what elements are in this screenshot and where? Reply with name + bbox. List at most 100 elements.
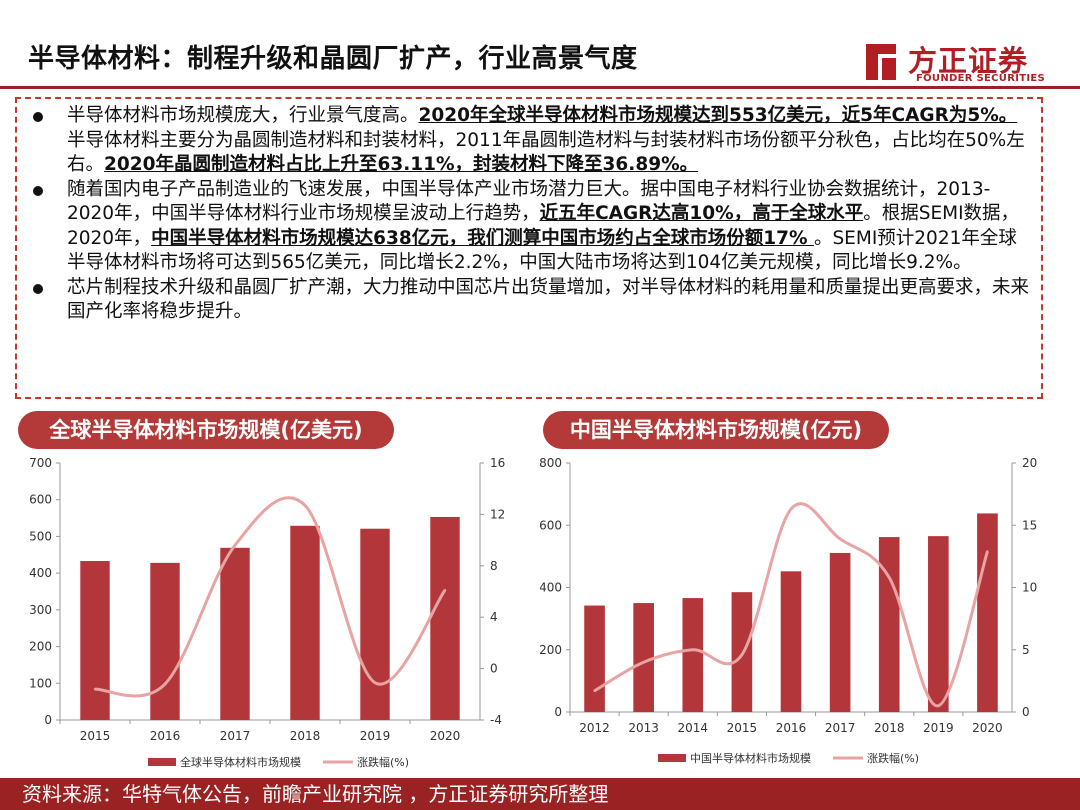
bullet-text: 。根据SEMI数据，2020年， [67,203,1020,249]
y-tick-label: 200 [29,640,52,654]
y2-tick-label: 4 [490,610,498,624]
growth-rate-point [838,537,842,541]
x-tick-label: 2016 [150,729,181,743]
x-tick-label: 2013 [628,721,659,735]
y-tick-label: 0 [554,705,562,719]
bullet-dot-icon [33,283,43,294]
bullet-text: 芯片制程技术升级和晶圆厂扩产潮，大力推动中国芯片出货量增加，对半导体材料的耗用量… [67,276,1030,323]
bar [633,603,654,712]
legend-line-label: 涨跌幅(%) [867,751,919,765]
growth-rate-point [642,661,645,664]
growth-rate-point [163,682,167,686]
bar [977,513,998,712]
bullet-box: 半导体材料市场规模庞大，行业景气度高。2020年全球半导体材料市场规模达到553… [15,97,1043,399]
y-tick-label: 0 [44,713,52,727]
x-tick-label: 2016 [776,721,807,735]
x-tick-label: 2012 [579,721,610,735]
y-tick-label: 300 [29,603,52,617]
founder-logo-icon [866,44,896,80]
bar [928,536,949,712]
bullet-highlight: 中国半导体材料市场规模达638亿元，我们测算中国市场约占全球市场份额17% [151,227,814,249]
x-tick-label: 2018 [874,721,905,735]
growth-rate-point [303,504,307,507]
chart-title-global: 全球半导体材料市场规模(亿美元) [18,411,394,449]
china-market-chart: 0 200 400 600 800 0 5 10 15 20 2012 2013 2014 2015 201… [540,456,1037,765]
bar [150,562,180,720]
x-tick-label: 2014 [678,721,709,735]
y2-tick-label: 15 [1022,518,1037,532]
bullet-text: 随着国内电子产品制造业的飞速发展，中国半导体产业市场潜力巨大。据中国电子材料行业… [67,178,991,225]
x-tick-label: 2019 [923,721,954,735]
legend-bar-swatch [148,758,176,766]
page-title: 半导体材料：制程升级和晶圆厂扩产，行业高景气度 [28,44,638,74]
bullet-highlight: 2020年全球半导体材料市场规模达到553亿美元，近5年CAGR为5%。 [418,105,1018,126]
y2-tick-label: 16 [490,456,505,470]
growth-rate-point [373,681,377,684]
growth-rate-line [94,496,447,698]
y2-tick-label: 20 [1022,456,1037,470]
bullet-text: 。SEMI预计2021年全球半导体材料市场将可达到565亿美元，同比增长2.2%… [67,227,1017,274]
bar [80,561,110,720]
growth-rate-point [593,689,596,693]
bar [878,537,900,712]
x-tick-label: 2020 [972,721,1003,735]
bar [290,525,320,720]
y2-tick-label: -4 [490,713,502,727]
x-tick-label: 2018 [290,729,321,743]
x-tick-label: 2019 [360,729,391,743]
bullet-highlight: 近五年CAGR达高10%，高于全球水平 [539,203,864,224]
global-market-chart: 0 100 200 300 400 500 600 700 -4 0 4 8 12 16 2015 2016 2… [29,456,505,769]
bullet-dot-icon [33,112,43,122]
bullet-item-3: 芯片制程技术升级和晶圆厂扩产潮，大力推动中国芯片出货量增加，对半导体材料的耗用量… [31,276,1031,325]
source-footer: 资料来源：华特气体公告，前瞻产业研究院 ，方正证券研究所整理 [0,778,1080,810]
x-tick-label: 2017 [825,721,856,735]
x-tick-label: 2020 [430,729,461,743]
bullet-item-2: 随着国内电子产品制造业的飞速发展，中国半导体产业市场潜力巨大。据中国电子材料行业… [31,178,1031,276]
y-tick-label: 800 [540,456,562,470]
chart-title-china: 中国半导体材料市场规模(亿元) [543,411,889,449]
y2-tick-label: 8 [490,559,498,573]
title-divider [0,86,1080,89]
growth-rate-point [789,507,793,511]
bar [584,605,605,712]
growth-rate-point [986,550,989,553]
bullet-highlight: 2020年晶圆制造材料占比上升至63.11%，封装材料下降至36.89%。 [104,154,699,175]
bullet-item-1: 半导体材料市场规模庞大，行业景气度高。2020年全球半导体材料市场规模达到553… [31,104,1031,178]
bar [780,571,802,712]
legend-bar-label: 全球半导体材料市场规模 [180,755,301,769]
growth-rate-point [93,687,97,691]
x-tick-label: 2015 [80,729,111,743]
growth-rate-point [443,589,447,592]
bullet-dot-icon [33,185,43,196]
growth-rate-point [937,704,940,707]
company-logo: 方正证券 FOUNDER SECURITIES [862,38,1062,90]
logo-text-en: FOUNDER SECURITIES [916,73,1046,84]
bar [829,552,851,712]
growth-rate-point [888,576,891,579]
bullet-text: 半导体材料市场规模庞大，行业景气度高。 [67,105,419,126]
bar [360,528,390,720]
y2-tick-label: 10 [1022,581,1037,595]
bar [430,516,460,720]
x-tick-label: 2017 [220,729,251,743]
y-tick-label: 500 [29,529,52,543]
y-tick-label: 700 [29,456,52,470]
y-tick-label: 100 [29,676,52,690]
growth-rate-point [691,648,694,651]
y-tick-label: 400 [540,581,562,595]
bullet-text: 半导体材料主要分为晶圆制造材料和封装材料，2011年晶圆制造材料与封装材料市场份… [67,129,1025,176]
y2-tick-label: 0 [1022,705,1030,719]
bar [220,547,250,720]
legend-bar-swatch [658,754,686,762]
y2-tick-label: 12 [490,507,505,521]
growth-rate-point [740,653,744,656]
y2-tick-label: 0 [490,662,498,676]
legend-bar-label: 中国半导体材料市场规模 [690,751,811,765]
logo-text-cn: 方正证券 [908,44,1029,78]
y-tick-label: 200 [540,643,562,657]
legend-line-label: 涨跌幅(%) [357,755,409,769]
y-tick-label: 400 [29,566,52,580]
growth-rate-point [233,544,237,547]
y-tick-label: 600 [29,493,52,507]
bar [682,598,704,712]
